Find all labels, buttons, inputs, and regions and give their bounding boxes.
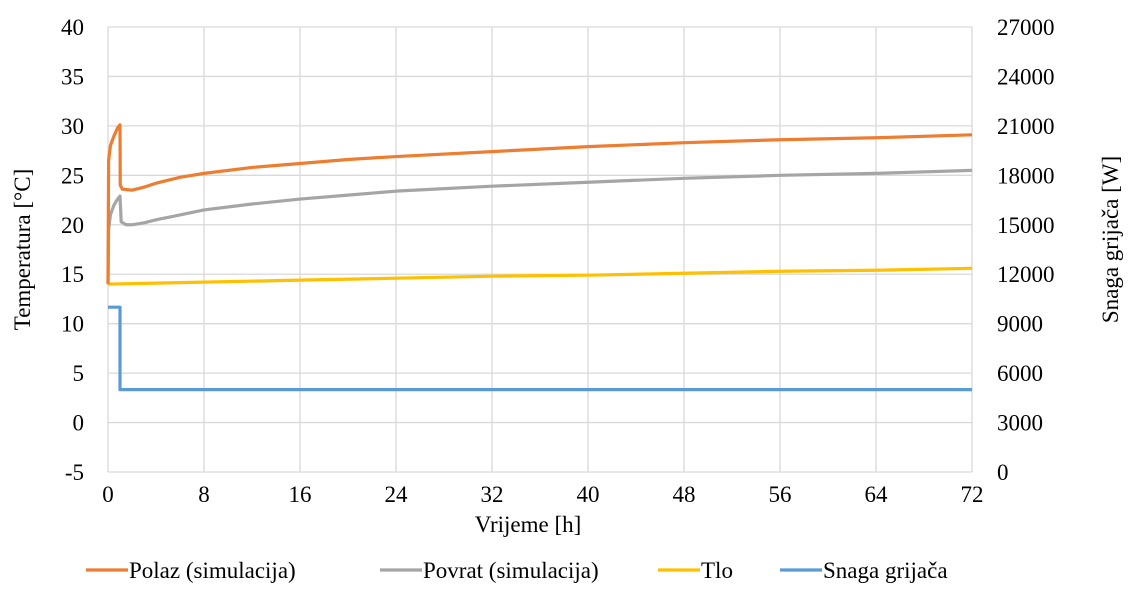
legend: Polaz (simulacija) Povrat (simulacija) Tlo… [86,558,948,583]
y2-tick-label: 27000 [997,15,1055,40]
legend-item: Polaz (simulacija) [86,558,296,583]
grid [107,26,973,473]
y-tick-label: 0 [73,411,85,436]
y2-tick-label: 3000 [997,411,1043,436]
x-tick-label: 48 [673,482,696,507]
legend-item: Tlo [658,558,733,583]
y-tick-label: 10 [61,312,84,337]
legend-item: Snaga grijača [780,558,948,583]
y2-tick-label: 24000 [997,64,1055,89]
y-tick-label: 15 [61,262,84,287]
y2-tick-label: 18000 [997,163,1055,188]
legend-label: Snaga grijača [823,558,948,583]
y2-tick-label: 21000 [997,114,1055,139]
x-tick-label: 56 [769,482,792,507]
x-axis-title: Vrijeme [h] [475,512,582,537]
y2-axis-title: Snaga grijača [W] [1098,156,1123,323]
y2-tick-label: 15000 [997,213,1055,238]
x-tick-label: 32 [481,482,504,507]
y-tick-label: 5 [73,361,85,386]
legend-label: Tlo [701,558,733,583]
series-line-3 [108,305,972,392]
series-line-0 [106,123,973,285]
x-tick-label: 64 [865,482,889,507]
y2-tick-label: 9000 [997,312,1043,337]
y-tick-label: 25 [61,163,84,188]
y2-tick-label: 12000 [997,262,1055,287]
legend-label: Polaz (simulacija) [129,558,296,583]
y2-tick-label: 6000 [997,361,1043,386]
x-tick-label: 16 [289,482,312,507]
legend-label: Povrat (simulacija) [423,558,599,583]
x-tick-label: 0 [102,482,114,507]
y2-tick-label: 0 [997,460,1009,485]
tick-labels: 0 8 16 24 32 40 48 56 64 72 -5 0 5 10 15 20 25 30 35 40 0 300… [61,15,1055,507]
y-tick-label: 20 [61,213,84,238]
series-layer [106,123,973,392]
series-line-1 [106,168,973,285]
legend-item: Povrat (simulacija) [380,558,599,583]
x-tick-label: 72 [961,482,984,507]
x-tick-label: 24 [385,482,409,507]
x-tick-label: 40 [577,482,600,507]
x-tick-label: 8 [198,482,210,507]
y-tick-label: -5 [65,460,84,485]
y-tick-label: 40 [61,15,84,40]
y-tick-label: 35 [61,64,84,89]
y-axis-title: Temperatura [°C] [10,169,35,330]
series-line-2 [107,266,973,286]
y-tick-label: 30 [61,114,84,139]
